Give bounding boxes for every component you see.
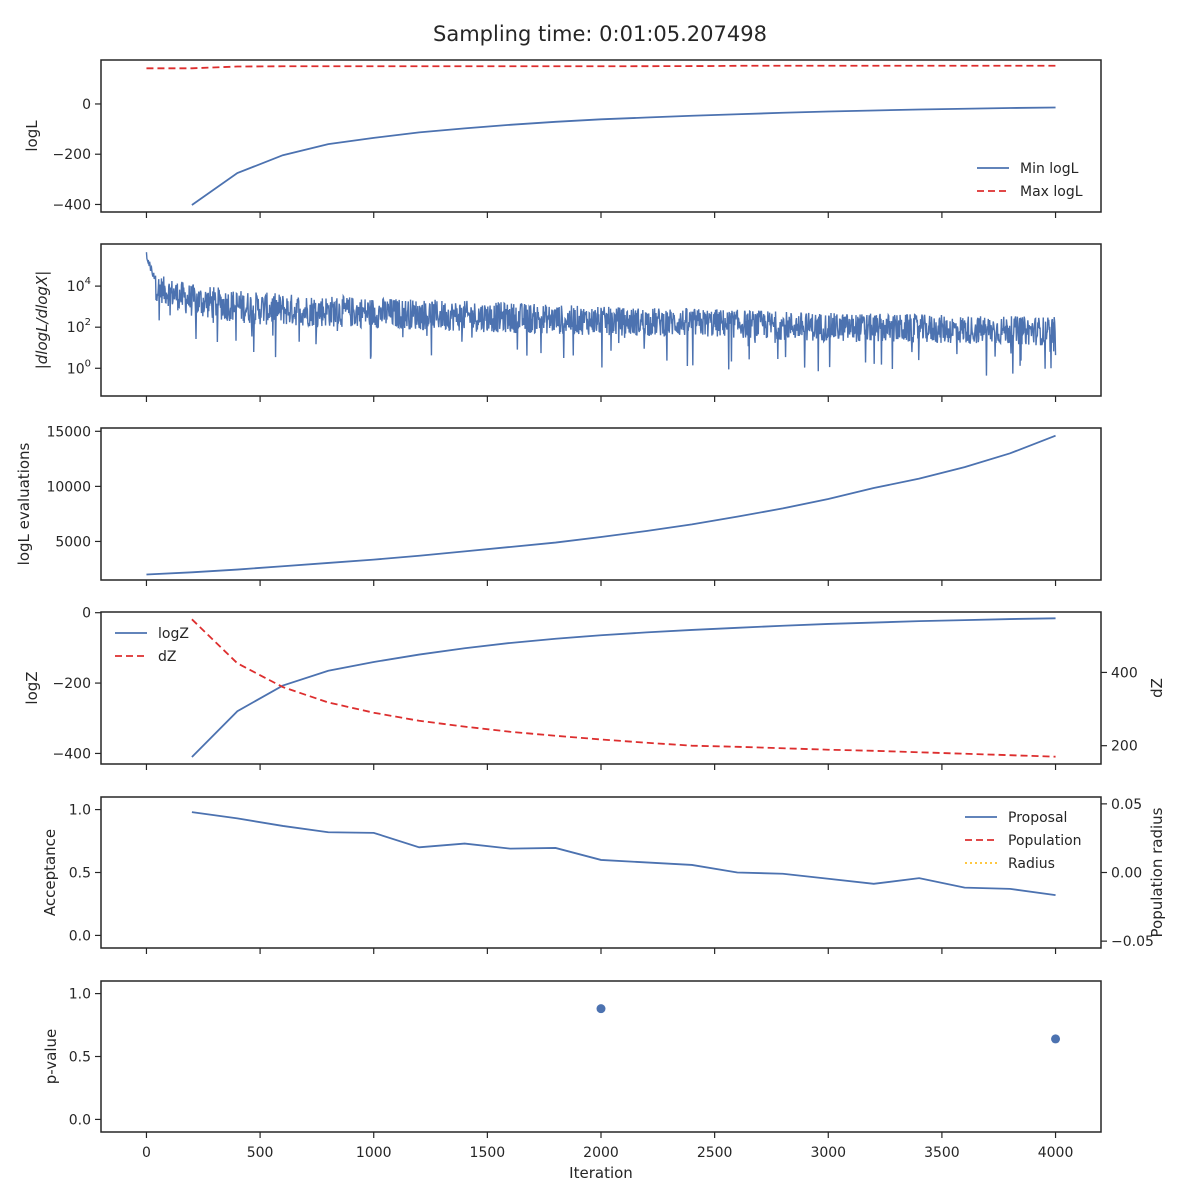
y-tick-label: −200 xyxy=(53,147,91,163)
legend: logZ dZ xyxy=(115,626,189,665)
y-tick-base: 10 xyxy=(67,279,85,295)
y2-tick-label: 0.05 xyxy=(1111,797,1142,813)
axes-frame xyxy=(100,59,1102,213)
legend: Proposal Population Radius xyxy=(965,810,1082,872)
x-tick-label: 4000 xyxy=(1038,1145,1074,1161)
series-line-min-logl xyxy=(191,106,1056,206)
x-tick-label: 0 xyxy=(142,1145,151,1161)
legend-label: Max logL xyxy=(1020,184,1083,200)
plot-area-pvalue xyxy=(596,1004,1061,1044)
data-point xyxy=(1051,1034,1061,1044)
y-tick-label: 0 xyxy=(82,97,91,113)
x-tick-label: 1000 xyxy=(356,1145,392,1161)
axes-frame xyxy=(100,796,1102,949)
legend-label: Population xyxy=(1008,833,1082,849)
x-tick-label: 500 xyxy=(247,1145,274,1161)
y-tick-exponent: 4 xyxy=(85,276,91,287)
data-point xyxy=(596,1004,606,1014)
panel-evals: 5000 10000 15000 logL evaluations xyxy=(15,424,1102,586)
y-tick-label: 1.0 xyxy=(69,987,91,1003)
legend-label: dZ xyxy=(158,649,176,665)
y-tick-label: 10000 xyxy=(46,479,91,495)
y-tick-label: 1.0 xyxy=(69,803,91,819)
y2-axis-label: Population radius xyxy=(1148,807,1166,937)
y-tick-base: 10 xyxy=(67,320,85,336)
y-tick-label: 0 xyxy=(82,606,91,622)
y-axis-label: logL evaluations xyxy=(15,442,33,565)
series-line-proposal xyxy=(191,811,1056,897)
series-line-max-logl xyxy=(146,64,1056,70)
x-tick-label: 3500 xyxy=(924,1145,960,1161)
legend-label: Min logL xyxy=(1020,161,1079,177)
plot-area-evals xyxy=(146,434,1056,576)
legend-label: logZ xyxy=(158,626,189,642)
x-tick-label: 2000 xyxy=(583,1145,619,1161)
plot-area-dlogl xyxy=(145,252,1057,376)
axes-frame xyxy=(100,611,1102,765)
y-tick-label: −400 xyxy=(53,197,91,213)
panel-accept: 0.0 0.5 1.0 −0.05 0.00 0.05 Population radius A… xyxy=(41,796,1166,954)
y2-tick-label: 400 xyxy=(1111,665,1138,681)
y-axis-label: logZ xyxy=(23,671,41,704)
panel-logl: −400 −200 0 logL Min logL Max logL xyxy=(23,59,1102,218)
y-tick-base: 10 xyxy=(67,361,85,377)
y-tick-label: −200 xyxy=(53,676,91,692)
y-axis-label: |dlogL/dlogX| xyxy=(33,271,51,370)
y-tick-label: 0.0 xyxy=(69,1112,91,1128)
y2-tick-label: 200 xyxy=(1111,739,1138,755)
x-tick-label: 3000 xyxy=(810,1145,846,1161)
axes-frame xyxy=(100,243,1102,397)
legend-label: Proposal xyxy=(1008,810,1067,826)
y2-axis-label: dZ xyxy=(1148,678,1166,698)
x-axis-label: Iteration xyxy=(569,1164,633,1182)
y-tick-label: 104 xyxy=(67,276,91,295)
axes-frame xyxy=(100,427,1102,581)
x-tick-label: 2500 xyxy=(697,1145,733,1161)
y-axis-label: logL xyxy=(23,120,41,152)
panel-pvalue: 0.0 0.5 1.0 0 500 1000 1500 2000 2500 3000 3500 400… xyxy=(42,980,1102,1161)
plot-area-logz xyxy=(191,617,1056,758)
panel-logz: −400 −200 0 200 400 dZ logZ logZ dZ xyxy=(23,606,1166,770)
legend-label: Radius xyxy=(1008,856,1055,872)
series-line-evals xyxy=(146,434,1056,576)
y2-tick-label: −0.05 xyxy=(1111,934,1154,950)
plot-area-logl xyxy=(146,64,1056,206)
y-tick-label: 102 xyxy=(67,317,91,336)
y-tick-label: 0.5 xyxy=(69,866,91,882)
y-axis-label: Acceptance xyxy=(41,829,59,916)
gradient-trace xyxy=(145,252,1057,376)
y-tick-label: 5000 xyxy=(55,534,91,550)
series-line-logz xyxy=(191,617,1056,758)
y-tick-label: 15000 xyxy=(46,424,91,440)
y-tick-label: 100 xyxy=(67,358,91,377)
y-tick-label: 0.5 xyxy=(69,1050,91,1066)
legend: Min logL Max logL xyxy=(977,161,1083,200)
axes-frame xyxy=(100,980,1102,1133)
y-axis-label: p-value xyxy=(42,1029,60,1085)
series-line-dz xyxy=(191,618,1056,758)
y2-tick-label: 0.00 xyxy=(1111,866,1142,882)
y-tick-label: −400 xyxy=(53,746,91,762)
plot-area-accept xyxy=(191,811,1056,897)
y-tick-exponent: 2 xyxy=(85,317,91,328)
x-tick-label: 1500 xyxy=(470,1145,506,1161)
y-tick-exponent: 0 xyxy=(85,358,91,369)
y-tick-label: 0.0 xyxy=(69,928,91,944)
figure-title: Sampling time: 0:01:05.207498 xyxy=(433,22,767,46)
